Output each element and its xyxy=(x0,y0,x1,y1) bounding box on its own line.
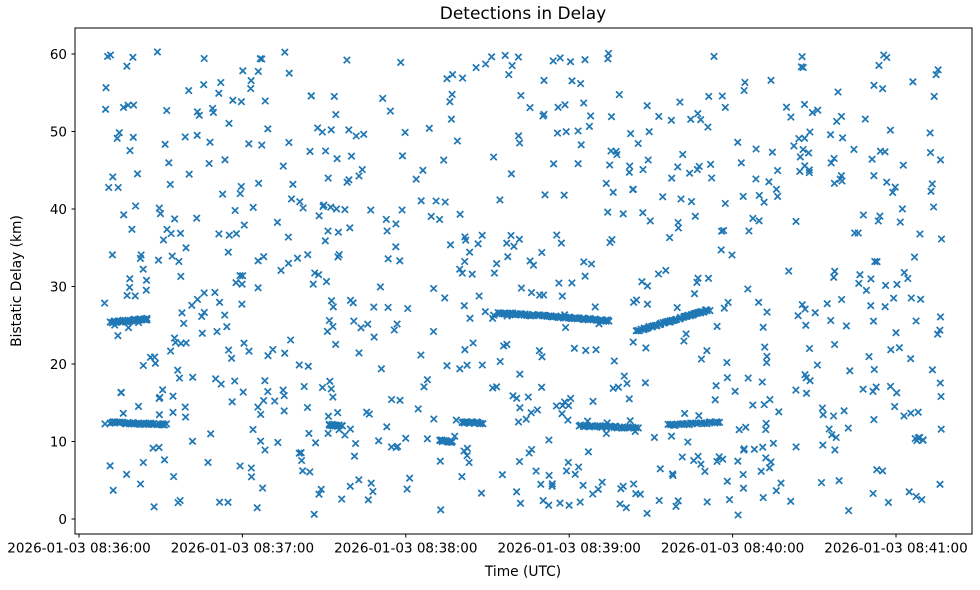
y-axis-ticks: 0 10 20 30 40 50 60 xyxy=(50,47,75,528)
x-tick-label: 2026-01-03 08:38:00 xyxy=(334,541,477,557)
scatter-points xyxy=(100,48,946,519)
x-tick-label: 2026-01-03 08:36:00 xyxy=(7,541,150,557)
y-tick-label: 10 xyxy=(50,434,67,450)
x-tick-label: 2026-01-03 08:39:00 xyxy=(498,541,641,557)
y-tick-label: 0 xyxy=(58,512,67,528)
y-tick-label: 40 xyxy=(50,202,67,218)
x-axis-ticks: 2026-01-03 08:36:00 2026-01-03 08:37:00 20… xyxy=(7,534,968,557)
y-tick-label: 50 xyxy=(50,124,67,140)
y-tick-label: 60 xyxy=(50,47,67,63)
y-tick-label: 20 xyxy=(50,357,67,373)
y-axis-label: Bistatic Delay (km) xyxy=(9,215,25,347)
x-axis-label: Time (UTC) xyxy=(484,564,561,580)
axes-frame xyxy=(74,27,973,535)
x-tick-label: 2026-01-03 08:41:00 xyxy=(824,541,967,557)
x-tick-label: 2026-01-03 08:37:00 xyxy=(171,541,314,557)
x-tick-label: 2026-01-03 08:40:00 xyxy=(661,541,804,557)
chart-title: Detections in Delay xyxy=(440,4,607,24)
y-tick-label: 30 xyxy=(50,279,67,295)
